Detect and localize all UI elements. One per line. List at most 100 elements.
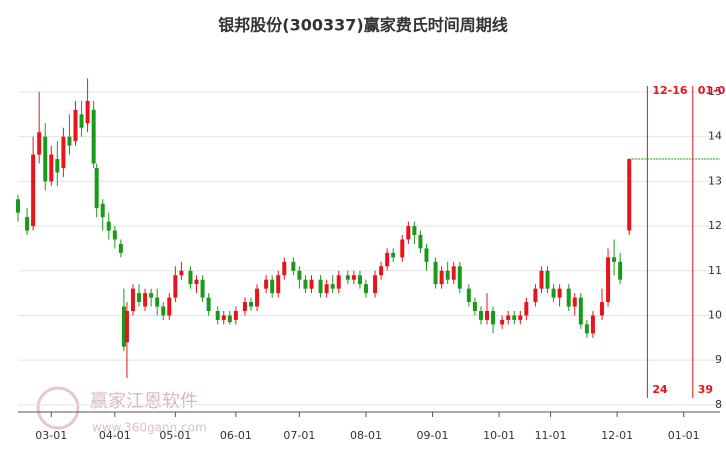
candle-body (599, 302, 604, 316)
candle-body (264, 279, 269, 289)
cycle-count: 24 (652, 383, 668, 396)
candle-body (485, 310, 490, 320)
y-tick-label: 14 (708, 130, 722, 143)
candle-body (500, 319, 505, 325)
candle-body (73, 109, 78, 142)
candle-body (566, 288, 571, 307)
candle-body (85, 100, 90, 124)
candle-body (255, 288, 260, 307)
candle-body (149, 293, 154, 298)
candle-body (79, 114, 84, 128)
candle-body (330, 284, 335, 289)
candle-body (124, 310, 129, 343)
cycle-date: 12-16 (652, 84, 688, 97)
candle-body (572, 297, 577, 307)
candle-body (466, 288, 471, 303)
y-tick-label: 11 (708, 264, 722, 277)
candle-body (94, 167, 99, 209)
candle-body (118, 243, 123, 253)
candle-body (194, 279, 199, 285)
y-tick-label: 15 (708, 85, 722, 98)
candle-body (16, 199, 20, 213)
candle-body (457, 266, 462, 289)
watermark-logo (36, 386, 80, 430)
candle-body (309, 279, 314, 289)
candle-body (363, 284, 368, 294)
candle-body (418, 235, 423, 249)
candle-body (406, 226, 411, 240)
candle-body (137, 293, 142, 303)
y-tick-label: 12 (708, 219, 722, 232)
candle-body (291, 261, 296, 271)
candle-body (130, 288, 135, 311)
candle-body (618, 261, 623, 280)
candle-body (584, 324, 589, 334)
candle-body (106, 221, 111, 231)
candle-body (445, 270, 450, 280)
x-tick-label: 07-01 (283, 429, 315, 442)
candle-body (357, 275, 362, 285)
candle-body (578, 297, 583, 325)
candle-body (391, 252, 396, 258)
candle-body (270, 279, 275, 294)
candle-body (373, 275, 378, 294)
candle-body (248, 302, 253, 307)
candle-body (506, 315, 511, 320)
candle-body (590, 315, 595, 334)
candle-body (67, 136, 72, 146)
candle-body (439, 270, 444, 285)
candle-body (512, 315, 517, 320)
candle-body (627, 159, 632, 231)
candle-body (188, 270, 193, 285)
candle-body (412, 226, 417, 236)
candle-body (167, 297, 172, 316)
x-tick-label: 05-01 (159, 429, 191, 442)
x-tick-label: 04-01 (99, 429, 131, 442)
candle-body (478, 310, 483, 320)
candle-body (557, 288, 562, 298)
candle-body (551, 288, 556, 298)
cycle-date: 01-0 (698, 84, 726, 97)
candle-body (518, 315, 523, 320)
candle-body (612, 257, 617, 262)
candle-body (179, 270, 184, 276)
candle-body (173, 275, 178, 298)
x-tick-label: 10-01 (483, 429, 515, 442)
chart-title: 银邦股份(300337)赢家费氏时间周期线 (218, 16, 507, 35)
candle-body (227, 315, 232, 323)
candle-body (161, 306, 166, 316)
candle-body (385, 252, 390, 267)
candle-body (91, 109, 96, 164)
candle-body (206, 297, 211, 311)
candle-body (112, 230, 117, 240)
candle-body (221, 315, 226, 320)
candle-body (49, 154, 54, 182)
candle-body (318, 279, 323, 294)
candle-body (297, 270, 302, 280)
candle-body (25, 217, 30, 231)
y-tick-label: 10 (708, 308, 722, 321)
candle-body (282, 261, 287, 276)
x-tick-label: 12-01 (601, 429, 633, 442)
x-tick-label: 08-01 (350, 429, 382, 442)
candle-body (215, 310, 220, 320)
candle-body (121, 306, 126, 347)
candle-body (233, 310, 238, 320)
candle-body (533, 288, 538, 303)
x-tick-label: 03-01 (35, 429, 67, 442)
candle-body (351, 275, 356, 280)
candle-body (424, 248, 429, 262)
candle-body (451, 266, 456, 280)
candle-body (100, 203, 105, 218)
x-tick-label: 01-01 (668, 429, 700, 442)
candle-body (55, 159, 60, 173)
candle-body (433, 261, 438, 285)
watermark-brand: 赢家江恩软件 (90, 390, 198, 412)
y-tick-label: 9 (715, 353, 722, 366)
candle-body (545, 270, 550, 289)
candle-body (143, 293, 148, 307)
candle-body (31, 154, 36, 227)
y-tick-label: 13 (708, 174, 722, 187)
watermark-url: www.360gann.com (92, 421, 207, 435)
